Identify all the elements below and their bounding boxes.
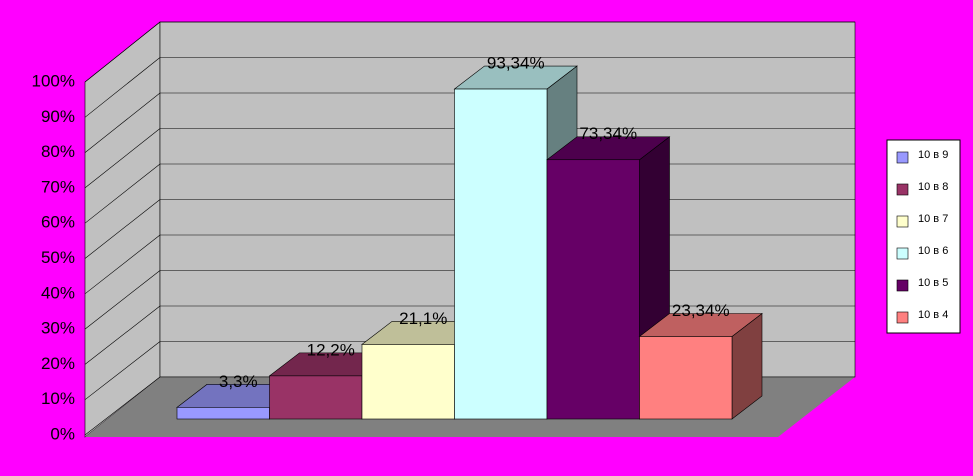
grid-line xyxy=(84,234,161,295)
y-tick-label: 50% xyxy=(41,248,75,267)
value-label: 21,1% xyxy=(399,309,447,328)
legend xyxy=(886,139,961,334)
legend-label: 10 в 6 xyxy=(918,245,948,257)
legend-label: 10 в 8 xyxy=(918,181,948,193)
grid-line xyxy=(84,21,161,83)
value-label: 73,34% xyxy=(579,124,637,143)
y-tick-label: 40% xyxy=(41,283,75,302)
bar xyxy=(176,407,270,420)
side-wall xyxy=(84,21,161,438)
grid-line xyxy=(84,128,161,189)
bar xyxy=(269,375,363,420)
value-label: 3,3% xyxy=(219,372,258,391)
legend-swatch xyxy=(896,151,909,164)
legend-label: 10 в 4 xyxy=(918,309,948,321)
y-tick-label: 10% xyxy=(41,389,75,408)
legend-label: 10 в 7 xyxy=(918,213,948,225)
y-tick-label: 60% xyxy=(41,213,75,232)
legend-swatch xyxy=(896,279,909,292)
grid-line xyxy=(84,305,161,365)
legend-swatch xyxy=(896,215,909,228)
value-label: 23,34% xyxy=(672,301,730,320)
legend-label: 10 в 5 xyxy=(918,277,948,289)
grid-line xyxy=(84,199,161,259)
value-label: 93,34% xyxy=(487,54,545,73)
grid-line xyxy=(84,376,161,436)
y-tick-label: 70% xyxy=(41,177,75,196)
y-tick-label: 0% xyxy=(50,424,75,443)
grid-line xyxy=(84,341,161,400)
y-tick-label: 90% xyxy=(41,107,75,126)
bar xyxy=(639,336,733,420)
bar xyxy=(546,159,640,420)
y-tick-label: 100% xyxy=(32,71,75,90)
y-tick-label: 30% xyxy=(41,319,75,338)
legend-swatch xyxy=(896,247,909,260)
y-tick-label: 20% xyxy=(41,354,75,373)
bar xyxy=(361,344,455,420)
legend-items: 10 в 9 10 в 8 10 в 7 10 в 6 10 в 5 10 в 4 xyxy=(896,149,948,324)
grid-line xyxy=(84,163,161,224)
y-tick-label: 80% xyxy=(41,142,75,161)
legend-label: 10 в 9 xyxy=(918,149,948,161)
legend-swatch xyxy=(896,183,909,196)
bar xyxy=(454,88,548,420)
legend-swatch xyxy=(896,311,909,324)
grid-line xyxy=(84,92,161,153)
value-label: 12,2% xyxy=(307,340,355,359)
grid-line xyxy=(84,270,161,330)
bars: 3,3% 12,2% 21,1% 93,34% 73,34% 23,34% xyxy=(176,54,763,420)
grid-line xyxy=(84,57,161,118)
